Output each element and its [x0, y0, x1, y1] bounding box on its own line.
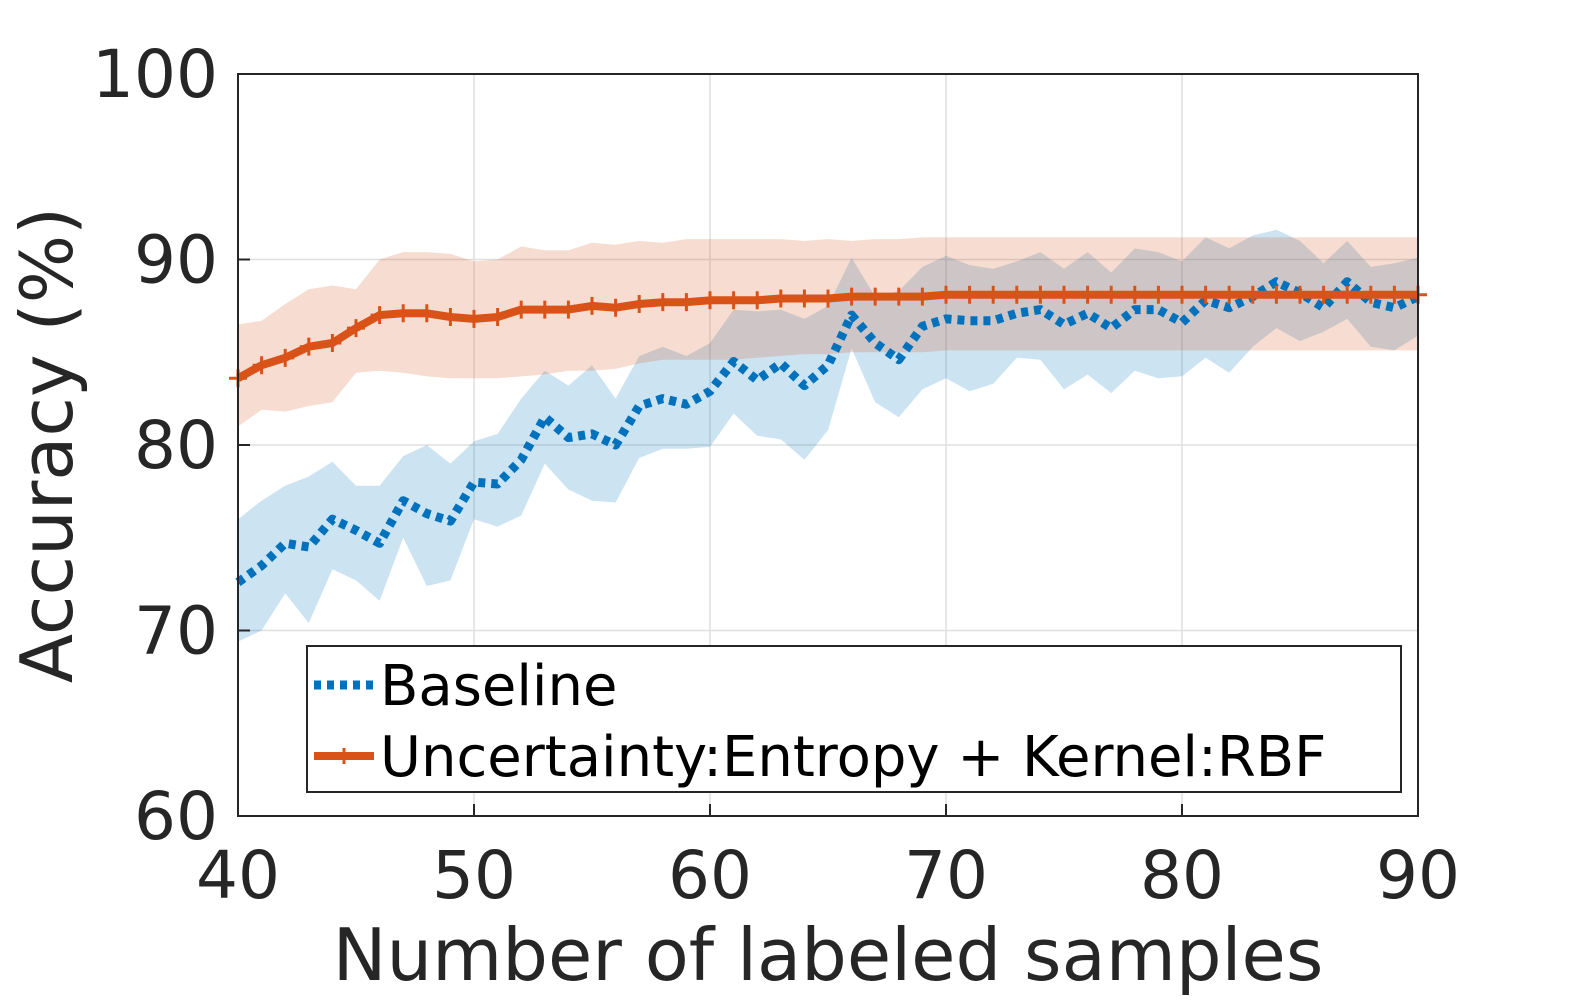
data-point-entropy-rbf: [937, 285, 955, 304]
legend-box: [306, 645, 1402, 793]
y-tick-label: 70: [134, 593, 218, 670]
y-tick-label: 80: [134, 407, 218, 484]
data-point-entropy-rbf: [299, 337, 318, 356]
data-point-entropy-rbf: [1149, 285, 1168, 304]
y-tick-labels: 60 70 80 90 100: [92, 36, 218, 855]
data-point-entropy-rbf: [1243, 285, 1262, 304]
x-tick-label: 80: [1140, 837, 1224, 914]
data-point-entropy-rbf: [1007, 285, 1026, 304]
data-point-entropy-rbf: [370, 306, 389, 325]
legend: Baseline Uncertainty:Entropy + Kernel:RB…: [306, 645, 1402, 793]
legend-label-entropy-rbf: Uncertainty:Entropy + Kernel:RBF: [380, 725, 1326, 790]
data-point-entropy-rbf: [1055, 285, 1073, 304]
x-tick-label: 70: [904, 837, 988, 914]
data-point-entropy-rbf: [417, 304, 436, 323]
x-tick-label: 60: [668, 837, 752, 914]
data-point-entropy-rbf: [583, 296, 601, 315]
y-axis-title: Accuracy (%): [5, 207, 89, 683]
data-point-entropy-rbf: [512, 300, 531, 319]
data-point-entropy-rbf: [323, 333, 342, 352]
data-point-entropy-rbf: [1078, 285, 1097, 304]
data-point-entropy-rbf: [1173, 285, 1191, 304]
legend-marker-entropy-rbf: [336, 748, 352, 764]
data-point-entropy-rbf: [1361, 285, 1380, 304]
data-point-entropy-rbf: [819, 289, 837, 308]
x-tick-label: 90: [1376, 837, 1460, 914]
data-point-entropy-rbf: [465, 309, 483, 328]
data-point-entropy-rbf: [1125, 285, 1144, 304]
data-point-entropy-rbf: [1291, 285, 1309, 304]
x-tick-label: 40: [196, 837, 280, 914]
data-point-entropy-rbf: [701, 291, 719, 310]
data-point-entropy-rbf: [889, 287, 908, 306]
x-tick-labels: 40 50 60 70 80 90: [196, 837, 1460, 914]
data-point-entropy-rbf: [347, 319, 365, 338]
legend-label-baseline: Baseline: [380, 654, 617, 719]
data-point-entropy-rbf: [252, 356, 271, 375]
data-point-entropy-rbf: [1031, 285, 1050, 304]
confidence-band-baseline: [238, 229, 1418, 642]
data-point-entropy-rbf: [1196, 285, 1215, 304]
data-point-entropy-rbf: [559, 300, 578, 319]
data-point-entropy-rbf: [394, 304, 413, 323]
data-point-entropy-rbf: [630, 295, 649, 314]
data-point-entropy-rbf: [1267, 285, 1286, 304]
x-tick-label: 50: [432, 837, 516, 914]
axis-ticks: [237, 73, 1419, 817]
data-point-entropy-rbf: [677, 293, 696, 312]
data-point-entropy-rbf: [913, 287, 932, 306]
data-point-entropy-rbf: [1314, 285, 1333, 304]
data-point-entropy-rbf: [795, 289, 814, 308]
data-point-entropy-rbf: [441, 308, 460, 327]
data-point-entropy-rbf: [960, 285, 979, 304]
data-point-entropy-rbf: [984, 285, 1003, 304]
data-point-entropy-rbf: [535, 300, 554, 319]
y-tick-label: 60: [134, 778, 218, 855]
data-point-entropy-rbf: [653, 293, 672, 312]
data-point-entropy-rbf: [1385, 285, 1404, 304]
y-tick-label: 100: [92, 36, 218, 113]
data-point-entropy-rbf: [606, 298, 625, 317]
confidence-band-entropy-rbf: [238, 237, 1418, 427]
data-point-entropy-rbf: [276, 348, 295, 367]
series-markers: [229, 285, 1427, 388]
x-axis-title: Number of labeled samples: [333, 913, 1324, 997]
data-point-entropy-rbf: [724, 291, 743, 310]
confidence-bands: [238, 229, 1418, 642]
data-point-entropy-rbf: [748, 291, 767, 310]
data-point-entropy-rbf: [771, 289, 790, 308]
data-point-entropy-rbf: [1102, 285, 1121, 304]
data-point-entropy-rbf: [866, 287, 885, 306]
y-tick-label: 90: [134, 222, 218, 299]
data-point-entropy-rbf: [1338, 285, 1357, 304]
data-point-entropy-rbf: [488, 308, 507, 327]
data-point-entropy-rbf: [1220, 285, 1239, 304]
data-point-entropy-rbf: [842, 287, 861, 306]
